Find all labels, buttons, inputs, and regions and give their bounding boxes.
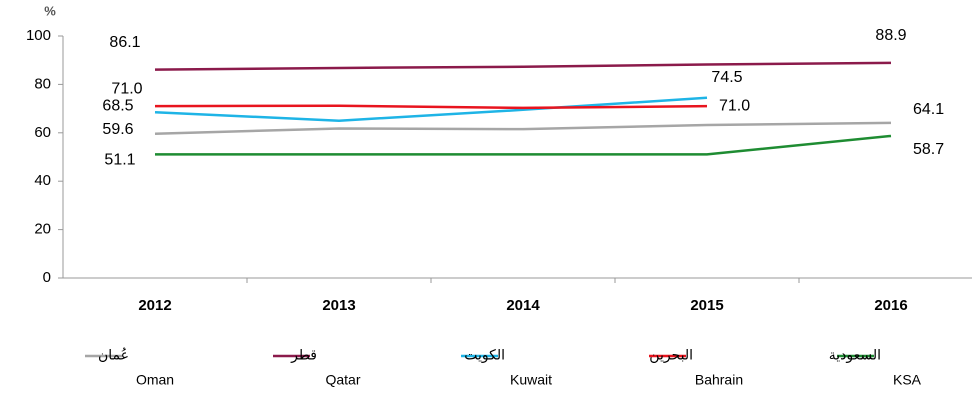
- line: [155, 134, 892, 156]
- data-label: 74.5: [711, 69, 742, 86]
- data-label: 88.9: [875, 27, 906, 44]
- data-label: 64.1: [913, 101, 944, 118]
- x-tick-label: 2016: [874, 297, 907, 314]
- line: [154, 96, 708, 122]
- legend-label-ar: البحرين: [649, 347, 693, 364]
- legend-label: Bahrain: [695, 372, 743, 388]
- data-label: 71.0: [719, 97, 750, 114]
- x-tick-label: 2014: [506, 297, 540, 314]
- x-tick-label: 2012: [138, 297, 171, 314]
- y-tick-label: 100: [26, 27, 51, 44]
- x-tick-label: 2013: [322, 297, 355, 314]
- y-tick-label: 40: [34, 172, 51, 189]
- y-tick-label: 0: [43, 269, 51, 286]
- data-label: 71.0: [111, 80, 142, 97]
- line: [154, 104, 708, 110]
- y-tick-label: 20: [34, 221, 51, 238]
- legend-label: Qatar: [325, 372, 360, 388]
- data-label: 86.1: [109, 34, 140, 51]
- line: [154, 121, 892, 136]
- legend-label: KSA: [893, 372, 922, 388]
- y-tick-label: 60: [34, 124, 51, 141]
- data-label: 58.7: [913, 141, 944, 158]
- legend-label-ar: قطر: [290, 347, 317, 364]
- legend-label-ar: الكويت: [464, 347, 505, 364]
- data-label: 68.5: [102, 97, 133, 114]
- legend-label-ar: السعودية: [829, 347, 881, 364]
- y-axis-label: %: [44, 3, 56, 18]
- data-label: 59.6: [102, 121, 133, 138]
- data-label: 51.1: [104, 152, 135, 169]
- legend-label: Oman: [136, 372, 174, 388]
- legend-label-ar: عُمان: [98, 347, 129, 363]
- x-tick-label: 2015: [690, 297, 723, 314]
- legend-label: Kuwait: [510, 372, 552, 388]
- line: [154, 61, 892, 71]
- y-tick-label: 80: [34, 75, 51, 92]
